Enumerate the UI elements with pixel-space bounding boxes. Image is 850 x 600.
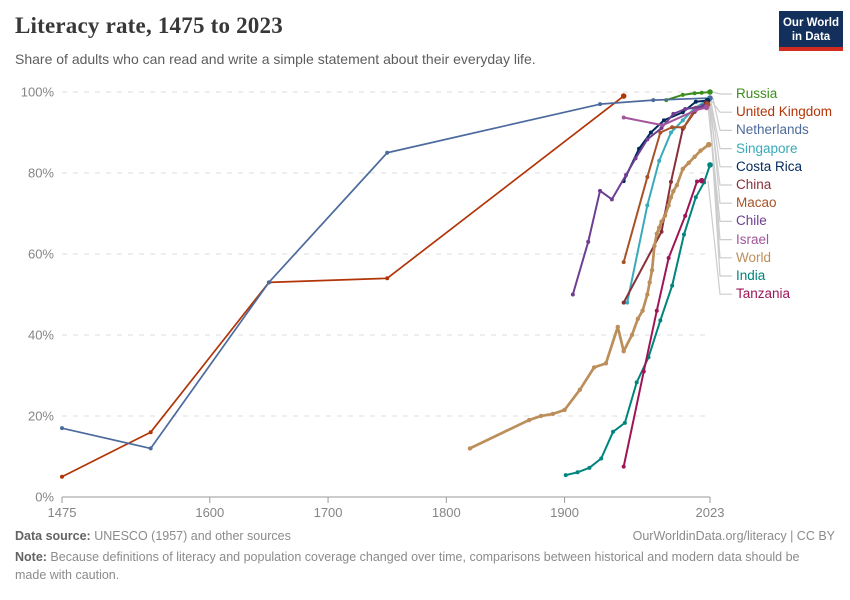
svg-text:60%: 60%: [28, 247, 54, 262]
svg-text:1475: 1475: [48, 505, 77, 520]
svg-text:2023: 2023: [696, 505, 725, 520]
svg-text:1700: 1700: [314, 505, 343, 520]
legend-item-chile[interactable]: Chile: [736, 213, 767, 229]
series-chile[interactable]: [570, 103, 706, 297]
series-india[interactable]: [563, 162, 713, 478]
chart-subtitle: Share of adults who can read and write a…: [15, 51, 536, 67]
svg-text:20%: 20%: [28, 409, 54, 424]
legend-item-singapore[interactable]: Singapore: [736, 140, 798, 156]
series-tanzania[interactable]: [621, 177, 705, 469]
note-text: Because definitions of literacy and popu…: [15, 550, 800, 583]
legend-item-netherlands[interactable]: Netherlands: [736, 122, 809, 138]
legend-item-macao[interactable]: Macao: [736, 195, 777, 211]
legend-item-india[interactable]: India: [736, 268, 766, 283]
svg-text:100%: 100%: [21, 85, 55, 100]
legend-item-china[interactable]: China: [736, 177, 772, 192]
data-source-label: Data source:: [15, 529, 91, 543]
legend-item-russia[interactable]: Russia: [736, 86, 778, 101]
data-source-line: Data source: UNESCO (1957) and other sou…: [15, 529, 291, 543]
svg-text:1900: 1900: [550, 505, 579, 520]
note-label: Note:: [15, 550, 47, 564]
svg-text:0%: 0%: [35, 490, 54, 505]
legend-item-israel[interactable]: Israel: [736, 231, 770, 247]
svg-text:80%: 80%: [28, 166, 54, 181]
x-axis: 1475 1600 1700 1800 1900 2023: [48, 496, 725, 520]
legend-item-tanzania[interactable]: Tanzania: [736, 286, 791, 302]
legend-item-united-kingdom[interactable]: United Kingdom: [736, 104, 833, 120]
legend-item-world[interactable]: World: [736, 249, 772, 265]
chart-note: Note: Because definitions of literacy an…: [15, 548, 805, 584]
series-world[interactable]: [467, 141, 712, 451]
series-netherlands[interactable]: [60, 95, 713, 451]
page-title: Literacy rate, 1475 to 2023: [15, 13, 283, 38]
owid-logo[interactable]: Our World in Data: [779, 11, 843, 51]
series-united-kingdom[interactable]: [60, 93, 627, 479]
owid-license-link[interactable]: OurWorldinData.org/literacy | CC BY: [632, 529, 835, 543]
chart-footer: Data source: UNESCO (1957) and other sou…: [15, 529, 835, 584]
owid-logo-line1: Our World: [782, 17, 839, 29]
svg-text:1800: 1800: [432, 505, 461, 520]
series-israel[interactable]: [621, 104, 710, 128]
data-source-text: UNESCO (1957) and other sources: [90, 529, 291, 543]
y-axis-labels: 0% 20% 40% 60% 80% 100%: [21, 85, 55, 505]
svg-text:40%: 40%: [28, 328, 54, 343]
legend-item-costa-rica[interactable]: Costa Rica: [736, 158, 803, 174]
svg-text:1600: 1600: [195, 505, 224, 520]
gridlines: [62, 91, 710, 417]
owid-logo-line2: in Data: [791, 31, 831, 43]
legend-connectors: [707, 91, 732, 295]
